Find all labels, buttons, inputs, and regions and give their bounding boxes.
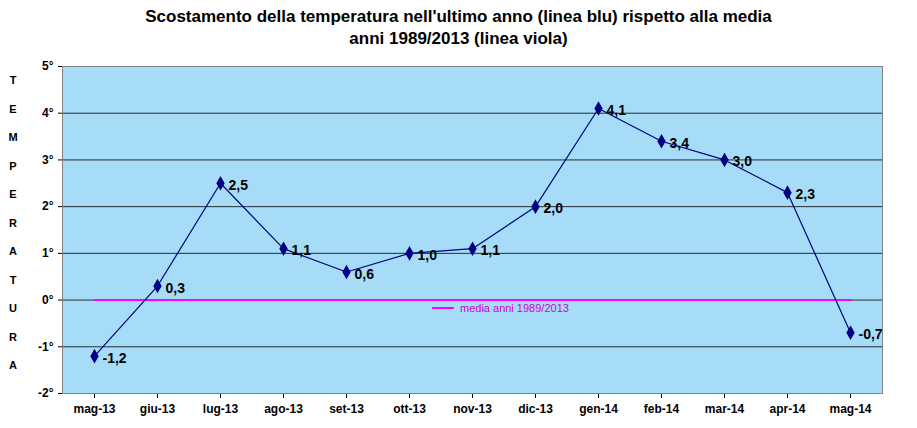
svg-text:-0,7: -0,7 — [859, 326, 883, 342]
html-text:Scostamento della temperatura: Scostamento della temperatura nell'ultim… — [145, 7, 772, 26]
svg-text:-1,2: -1,2 — [103, 350, 127, 366]
svg-text:4,1: 4,1 — [607, 102, 627, 118]
html-text:M: M — [8, 131, 18, 143]
svg-text:set-13: set-13 — [329, 402, 364, 416]
html-text:T: T — [9, 273, 17, 286]
svg-text:1,1: 1,1 — [481, 242, 501, 258]
html-text:E: E — [9, 188, 17, 200]
html-text:U: U — [9, 302, 17, 314]
html-text:T: T — [9, 74, 17, 86]
svg-text:dic-13: dic-13 — [518, 402, 553, 416]
html-text:R: R — [9, 330, 17, 343]
svg-text:3,0: 3,0 — [733, 153, 753, 169]
svg-text:-2°: -2° — [38, 386, 54, 400]
svg-text:mar-14: mar-14 — [705, 402, 745, 416]
svg-text:lug-13: lug-13 — [203, 402, 239, 416]
svg-text:1,1: 1,1 — [292, 242, 312, 258]
html-text:R: R — [9, 216, 17, 229]
svg-text:2,5: 2,5 — [229, 177, 249, 193]
svg-text:2,0: 2,0 — [544, 200, 564, 216]
svg-text:nov-13: nov-13 — [453, 402, 492, 416]
svg-text:0,6: 0,6 — [355, 266, 375, 282]
svg-text:ago-13: ago-13 — [264, 402, 303, 416]
html-text:media anni 1989/2013: media anni 1989/2013 — [460, 302, 569, 314]
svg-text:giu-13: giu-13 — [140, 402, 176, 416]
svg-text:gen-14: gen-14 — [579, 402, 618, 416]
svg-text:5°: 5° — [42, 59, 54, 73]
svg-text:3°: 3° — [42, 153, 54, 167]
html-text:A: A — [9, 359, 17, 371]
html-text:E: E — [9, 102, 17, 115]
svg-text:2°: 2° — [42, 199, 54, 213]
svg-text:-1°: -1° — [38, 340, 54, 354]
svg-text:1,0: 1,0 — [418, 247, 438, 263]
svg-text:feb-14: feb-14 — [644, 402, 680, 416]
svg-text:2,3: 2,3 — [796, 186, 816, 202]
svg-text:3,4: 3,4 — [670, 135, 690, 151]
svg-text:ott-13: ott-13 — [393, 402, 426, 416]
html-text:A: A — [9, 245, 17, 257]
html-text:P: P — [9, 159, 17, 172]
svg-text:1°: 1° — [42, 246, 54, 260]
svg-text:0,3: 0,3 — [166, 280, 186, 296]
svg-text:0°: 0° — [42, 293, 54, 307]
svg-text:apr-14: apr-14 — [769, 402, 805, 416]
svg-text:mag-13: mag-13 — [73, 402, 115, 416]
html-text:anni 1989/2013 (linea viola): anni 1989/2013 (linea viola) — [349, 29, 568, 48]
svg-text:mag-14: mag-14 — [829, 402, 871, 416]
svg-text:4°: 4° — [42, 106, 54, 120]
